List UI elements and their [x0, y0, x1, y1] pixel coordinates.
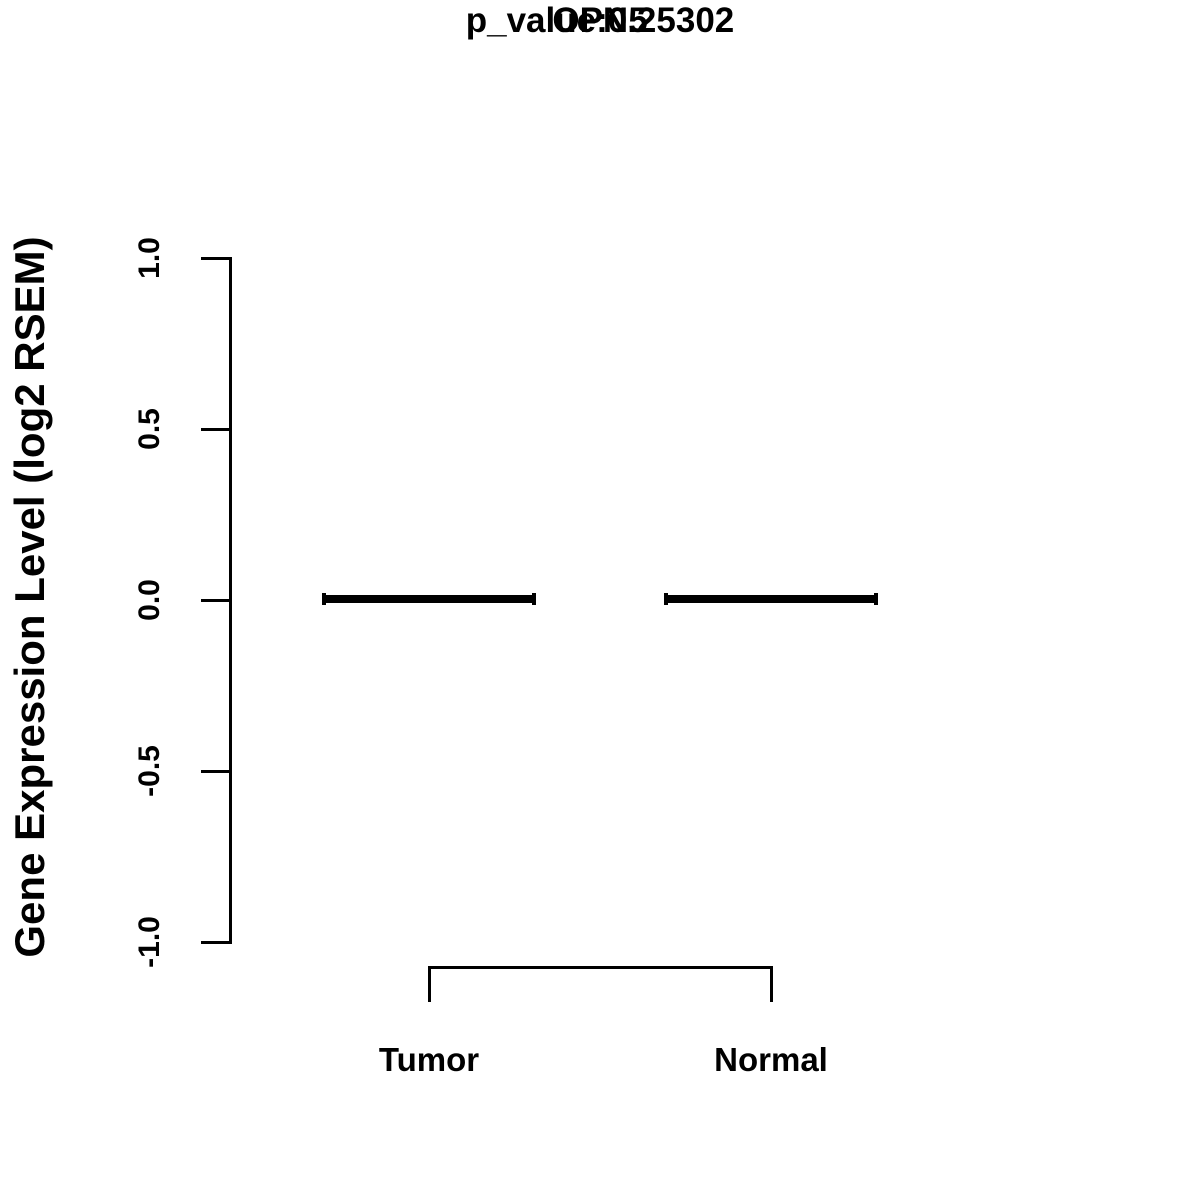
chart-title: OPN5 — [552, 1, 648, 40]
y-tick-mark — [201, 428, 231, 431]
tumor-whisker-cap-left — [322, 593, 326, 605]
normal-boxplot-median-line — [667, 595, 875, 603]
x-category-label-normal: Normal — [714, 1041, 828, 1078]
y-tick-label: 0.0 — [133, 579, 166, 621]
normal-whisker-cap-right — [874, 593, 878, 605]
chart-subtitle-pvalue: p_value:0.25302 — [465, 1, 735, 40]
y-tick-mark — [201, 257, 231, 260]
comparison-bracket-left-arm — [428, 966, 431, 1002]
tumor-boxplot-median-line — [325, 595, 533, 603]
y-tick-mark — [201, 599, 231, 602]
tumor-whisker-cap-right — [532, 593, 536, 605]
y-tick-label: -1.0 — [133, 916, 166, 968]
y-tick-mark — [201, 941, 231, 944]
y-tick-mark — [201, 770, 231, 773]
y-tick-label: -0.5 — [133, 745, 166, 797]
y-tick-label: 0.5 — [133, 408, 166, 450]
x-category-label-tumor: Tumor — [378, 1041, 480, 1078]
normal-whisker-cap-left — [664, 593, 668, 605]
comparison-bracket-top — [428, 966, 773, 969]
comparison-bracket-right-arm — [770, 966, 773, 1002]
y-tick-label: 1.0 — [133, 237, 166, 279]
y-axis-label: Gene Expression Level (log2 RSEM) — [6, 236, 53, 958]
